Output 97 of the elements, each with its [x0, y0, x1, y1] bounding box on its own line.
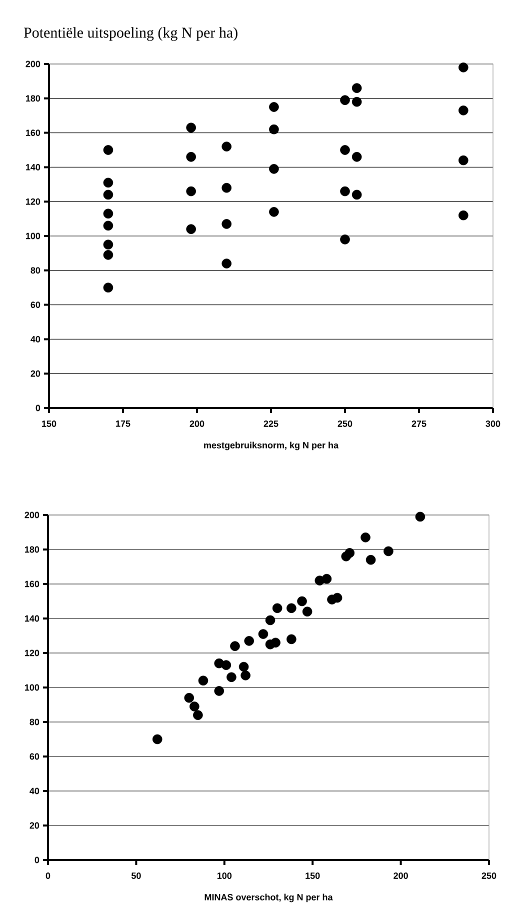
point: [269, 207, 279, 217]
y-tick-label: 120: [25, 650, 40, 656]
point: [238, 662, 249, 672]
y-tick-label: 40: [30, 788, 40, 794]
point: [269, 124, 279, 134]
x-tick-label: 200: [190, 420, 204, 427]
point: [340, 234, 350, 244]
y-tick-label: 100: [26, 232, 40, 240]
y-tick-label: 140: [26, 164, 40, 170]
point: [198, 676, 208, 686]
point: [186, 224, 196, 234]
point: [190, 702, 200, 712]
point: [244, 636, 254, 646]
point: [272, 603, 282, 614]
point: [103, 240, 114, 250]
point: [184, 692, 194, 703]
point: [103, 208, 114, 219]
y-tick-label: 200: [26, 60, 40, 68]
point: [458, 210, 468, 220]
point: [286, 603, 296, 614]
x-tick-label: 225: [264, 420, 278, 427]
y-tick-label: 180: [26, 95, 40, 102]
point: [384, 546, 394, 556]
y-tick-label: 140: [25, 615, 40, 622]
point: [415, 512, 426, 522]
y-tick-label: 80: [30, 718, 40, 726]
point: [214, 686, 224, 696]
point: [302, 606, 312, 616]
point: [366, 554, 376, 565]
x-tick-label: 200: [394, 872, 408, 879]
x-tick-label: 250: [482, 872, 496, 879]
point: [230, 641, 240, 651]
y-tick-label: 120: [26, 198, 40, 205]
point: [221, 660, 232, 670]
point: [269, 102, 279, 112]
y-tick-label: 0: [34, 856, 40, 864]
point: [344, 548, 355, 558]
point: [186, 186, 196, 196]
point: [286, 634, 296, 644]
y-tick-label: 200: [24, 512, 40, 518]
point: [360, 532, 370, 542]
y-tick-label: 0: [36, 404, 40, 412]
y-tick-label: 60: [30, 753, 40, 760]
point: [270, 638, 280, 648]
x-tick-label: 250: [338, 420, 352, 427]
x-tick-label: 300: [486, 420, 500, 427]
x-axis-title: mestgebruiksnorm, kg N per ha: [204, 442, 339, 450]
point: [265, 615, 276, 626]
point: [258, 629, 268, 639]
point: [222, 182, 232, 193]
y-tick-label: 20: [30, 822, 40, 829]
point: [352, 190, 362, 200]
point: [458, 62, 468, 72]
x-tick-label: 100: [217, 872, 232, 879]
x-tick-label: 150: [42, 420, 56, 427]
point: [103, 190, 114, 200]
y-tick-label: 160: [26, 130, 40, 136]
x-axis-title: MINAS overschot, kg N per ha: [204, 894, 333, 902]
point: [340, 145, 350, 155]
point: [340, 95, 350, 106]
y-tick-label: 180: [25, 546, 40, 553]
point: [352, 83, 362, 93]
y-tick-label: 40: [30, 336, 40, 342]
y-tick-label: 60: [30, 302, 40, 308]
point: [332, 592, 342, 603]
point: [352, 96, 362, 107]
point: [226, 672, 236, 682]
point: [340, 186, 350, 196]
point: [458, 155, 468, 166]
x-tick-label: 175: [116, 420, 130, 427]
point: [322, 574, 332, 584]
x-tick-label: 0: [46, 872, 50, 879]
point: [222, 258, 232, 268]
point: [103, 178, 114, 188]
chart-title: Potentiële uitspoeling (kg N per ha): [24, 27, 238, 41]
x-tick-label: 50: [131, 872, 141, 879]
point: [458, 106, 468, 116]
point: [186, 122, 196, 133]
point: [186, 152, 196, 162]
point: [193, 710, 203, 720]
point: [103, 145, 114, 155]
point: [240, 670, 250, 680]
y-tick-label: 80: [30, 267, 40, 274]
point: [103, 220, 114, 231]
point: [152, 734, 162, 744]
point: [103, 250, 114, 260]
point: [222, 219, 232, 229]
point: [103, 282, 114, 292]
x-tick-label: 275: [412, 420, 426, 427]
y-tick-label: 160: [25, 580, 40, 588]
x-tick-label: 150: [306, 872, 320, 879]
point: [352, 152, 362, 162]
point: [269, 164, 279, 174]
y-tick-label: 20: [30, 370, 40, 377]
point: [297, 596, 307, 606]
y-tick-label: 100: [25, 684, 40, 691]
point: [222, 142, 232, 152]
